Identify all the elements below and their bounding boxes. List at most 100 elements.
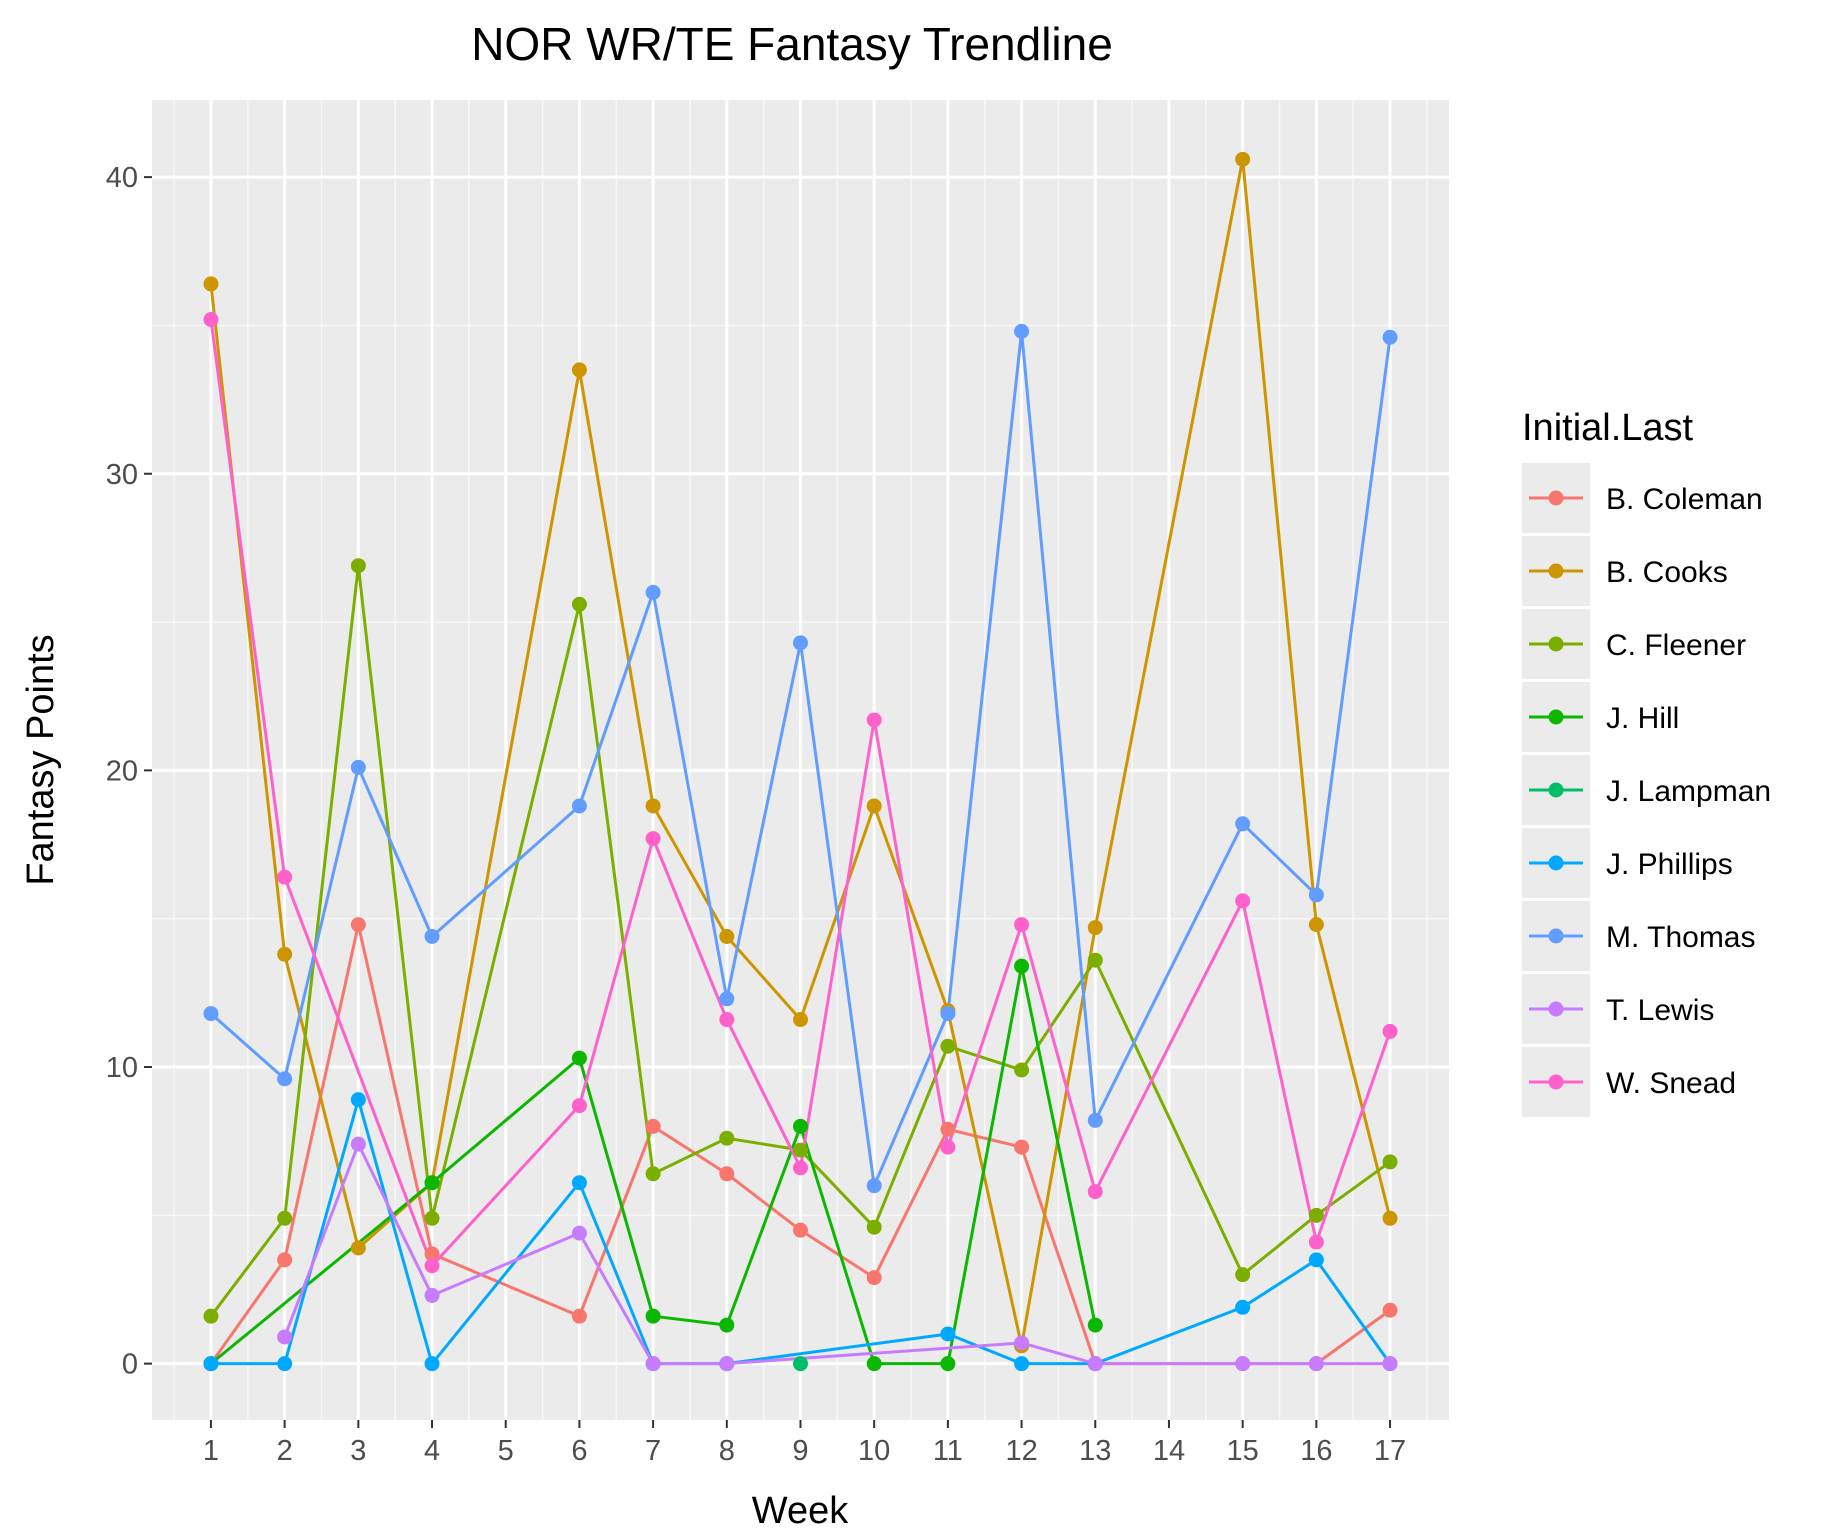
data-point-t-lewis bbox=[1014, 1335, 1030, 1351]
data-point-j-phillips bbox=[203, 1356, 219, 1372]
legend-key-point bbox=[1548, 636, 1564, 652]
data-point-t-lewis bbox=[1382, 1356, 1398, 1372]
data-point-j-phillips bbox=[424, 1356, 440, 1372]
data-point-j-hill bbox=[424, 1175, 440, 1191]
data-point-j-phillips bbox=[571, 1175, 587, 1191]
legend-label: J. Lampman bbox=[1606, 775, 1771, 808]
legend-key-point bbox=[1548, 1001, 1564, 1017]
y-tick-label: 40 bbox=[106, 162, 138, 194]
data-point-b-cooks bbox=[1087, 920, 1103, 936]
data-point-b-coleman bbox=[793, 1222, 808, 1238]
data-point-j-phillips bbox=[940, 1326, 956, 1342]
data-point-j-hill bbox=[571, 1050, 587, 1066]
legend-item-j-phillips: J. Phillips bbox=[1522, 828, 1733, 898]
data-point-w-snead bbox=[866, 712, 882, 728]
data-point-m-thomas bbox=[203, 1006, 219, 1022]
series-line-j-hill bbox=[210, 964, 1097, 1366]
data-point-j-phillips bbox=[1235, 1299, 1251, 1315]
legend-label: B. Cooks bbox=[1606, 556, 1728, 589]
legend-key-point bbox=[1548, 490, 1564, 506]
x-tick-label: 2 bbox=[277, 1435, 293, 1467]
data-point-m-thomas bbox=[645, 584, 661, 600]
data-point-w-snead bbox=[1087, 1184, 1103, 1200]
data-point-t-lewis bbox=[1308, 1356, 1324, 1372]
legend-label: B. Coleman bbox=[1606, 483, 1763, 516]
data-point-m-thomas bbox=[1014, 323, 1030, 339]
x-tick-label: 12 bbox=[1005, 1435, 1037, 1467]
data-point-b-cooks bbox=[203, 276, 219, 292]
major-gridlines bbox=[152, 100, 1449, 1420]
data-point-j-hill bbox=[645, 1308, 661, 1324]
legend-key-point bbox=[1548, 782, 1564, 798]
data-point-w-snead bbox=[1014, 917, 1030, 933]
data-point-w-snead bbox=[793, 1160, 808, 1176]
y-axis-title: Fantasy Points bbox=[20, 634, 62, 885]
data-point-b-cooks bbox=[277, 946, 293, 962]
data-point-c-fleener bbox=[866, 1219, 882, 1235]
x-tick-label: 15 bbox=[1227, 1435, 1259, 1467]
x-axis: 1 2 3 4 5 6 7 8 9 10 11 12 13 14 15 16 17 bbox=[203, 1420, 1406, 1467]
data-point-b-coleman bbox=[1382, 1302, 1398, 1318]
series-points bbox=[203, 151, 1398, 1372]
x-tick-label: 3 bbox=[350, 1435, 366, 1467]
data-point-c-fleener bbox=[1014, 1062, 1030, 1078]
data-point-t-lewis bbox=[1235, 1356, 1251, 1372]
data-point-w-snead bbox=[940, 1139, 956, 1155]
x-tick-label: 9 bbox=[792, 1435, 808, 1467]
data-point-t-lewis bbox=[1087, 1356, 1103, 1372]
data-point-j-hill bbox=[866, 1356, 882, 1372]
series-line-w-snead bbox=[209, 319, 1392, 1268]
x-tick-label: 17 bbox=[1374, 1435, 1406, 1467]
data-point-j-phillips bbox=[1014, 1356, 1030, 1372]
x-tick-label: 13 bbox=[1079, 1435, 1111, 1467]
chart-title: NOR WR/TE Fantasy Trendline bbox=[471, 18, 1113, 70]
data-point-c-fleener bbox=[1087, 952, 1103, 968]
legend-label: W. Snead bbox=[1606, 1067, 1736, 1100]
data-point-b-cooks bbox=[866, 798, 882, 814]
x-tick-label: 11 bbox=[933, 1435, 963, 1467]
x-tick-label: 5 bbox=[498, 1435, 514, 1467]
legend-label: J. Hill bbox=[1606, 702, 1679, 735]
x-tick-label: 4 bbox=[424, 1435, 440, 1467]
data-point-j-hill bbox=[719, 1317, 735, 1333]
data-point-t-lewis bbox=[645, 1356, 661, 1372]
data-point-c-fleener bbox=[1382, 1154, 1398, 1170]
data-point-b-coleman bbox=[571, 1308, 587, 1324]
data-point-c-fleener bbox=[350, 558, 366, 574]
legend-label: T. Lewis bbox=[1606, 994, 1714, 1027]
data-point-m-thomas bbox=[277, 1071, 293, 1087]
data-point-b-coleman bbox=[866, 1270, 882, 1286]
x-tick-label: 14 bbox=[1153, 1435, 1185, 1467]
data-point-j-phillips bbox=[1308, 1252, 1324, 1268]
data-point-w-snead bbox=[1235, 893, 1251, 909]
data-point-m-thomas bbox=[350, 759, 366, 775]
data-point-c-fleener bbox=[571, 596, 587, 612]
data-point-j-hill bbox=[1087, 1317, 1103, 1333]
y-tick-label: 0 bbox=[122, 1349, 138, 1381]
data-point-b-cooks bbox=[719, 928, 735, 944]
data-point-w-snead bbox=[719, 1012, 735, 1028]
legend-item-b-coleman: B. Coleman bbox=[1522, 463, 1763, 533]
legend-label: C. Fleener bbox=[1606, 629, 1746, 662]
legend-item-j-lampman: J. Lampman bbox=[1522, 755, 1771, 825]
data-point-t-lewis bbox=[424, 1287, 440, 1303]
data-point-t-lewis bbox=[571, 1225, 587, 1241]
data-point-t-lewis bbox=[719, 1356, 735, 1372]
legend-label: J. Phillips bbox=[1606, 848, 1733, 881]
data-point-j-lampman bbox=[793, 1356, 808, 1372]
data-point-m-thomas bbox=[424, 928, 440, 944]
legend-item-w-snead: W. Snead bbox=[1522, 1047, 1736, 1117]
data-point-b-cooks bbox=[793, 1012, 808, 1028]
data-point-b-coleman bbox=[719, 1166, 735, 1182]
data-point-c-fleener bbox=[1235, 1267, 1251, 1283]
x-tick-label: 7 bbox=[645, 1435, 661, 1467]
x-axis-title: Week bbox=[752, 1490, 849, 1532]
data-point-j-hill bbox=[940, 1356, 956, 1372]
data-point-w-snead bbox=[571, 1098, 587, 1114]
data-point-b-coleman bbox=[940, 1121, 956, 1137]
data-point-b-cooks bbox=[645, 798, 661, 814]
data-point-w-snead bbox=[1308, 1234, 1324, 1250]
x-tick-label: 10 bbox=[858, 1435, 890, 1467]
legend-key-point bbox=[1548, 855, 1564, 871]
